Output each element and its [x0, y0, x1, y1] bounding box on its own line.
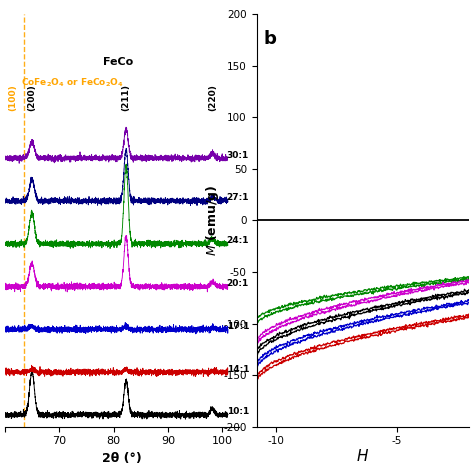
- Text: 27:1: 27:1: [227, 193, 249, 202]
- X-axis label: $\it{H}$: $\it{H}$: [356, 448, 369, 464]
- Text: (220): (220): [208, 84, 217, 111]
- Text: 10:1: 10:1: [227, 407, 249, 416]
- Text: b: b: [264, 30, 277, 48]
- Text: 24:1: 24:1: [227, 236, 249, 245]
- X-axis label: 2θ (°): 2θ (°): [102, 452, 142, 465]
- Text: 14:1: 14:1: [227, 365, 249, 374]
- Text: $\mathbf{CoFe_2O_4}$ or $\mathbf{FeCo_2O_4}$: $\mathbf{CoFe_2O_4}$ or $\mathbf{FeCo_2O…: [21, 77, 124, 89]
- Y-axis label: $\it{M}$ (emu/g): $\it{M}$ (emu/g): [203, 185, 220, 256]
- Text: 17:1: 17:1: [227, 322, 249, 331]
- Text: 30:1: 30:1: [227, 151, 249, 160]
- Text: (211): (211): [121, 84, 130, 111]
- Text: 20:1: 20:1: [227, 279, 249, 288]
- Text: (100): (100): [9, 85, 18, 111]
- Text: (200): (200): [27, 85, 36, 111]
- Text: FeCo: FeCo: [103, 57, 133, 67]
